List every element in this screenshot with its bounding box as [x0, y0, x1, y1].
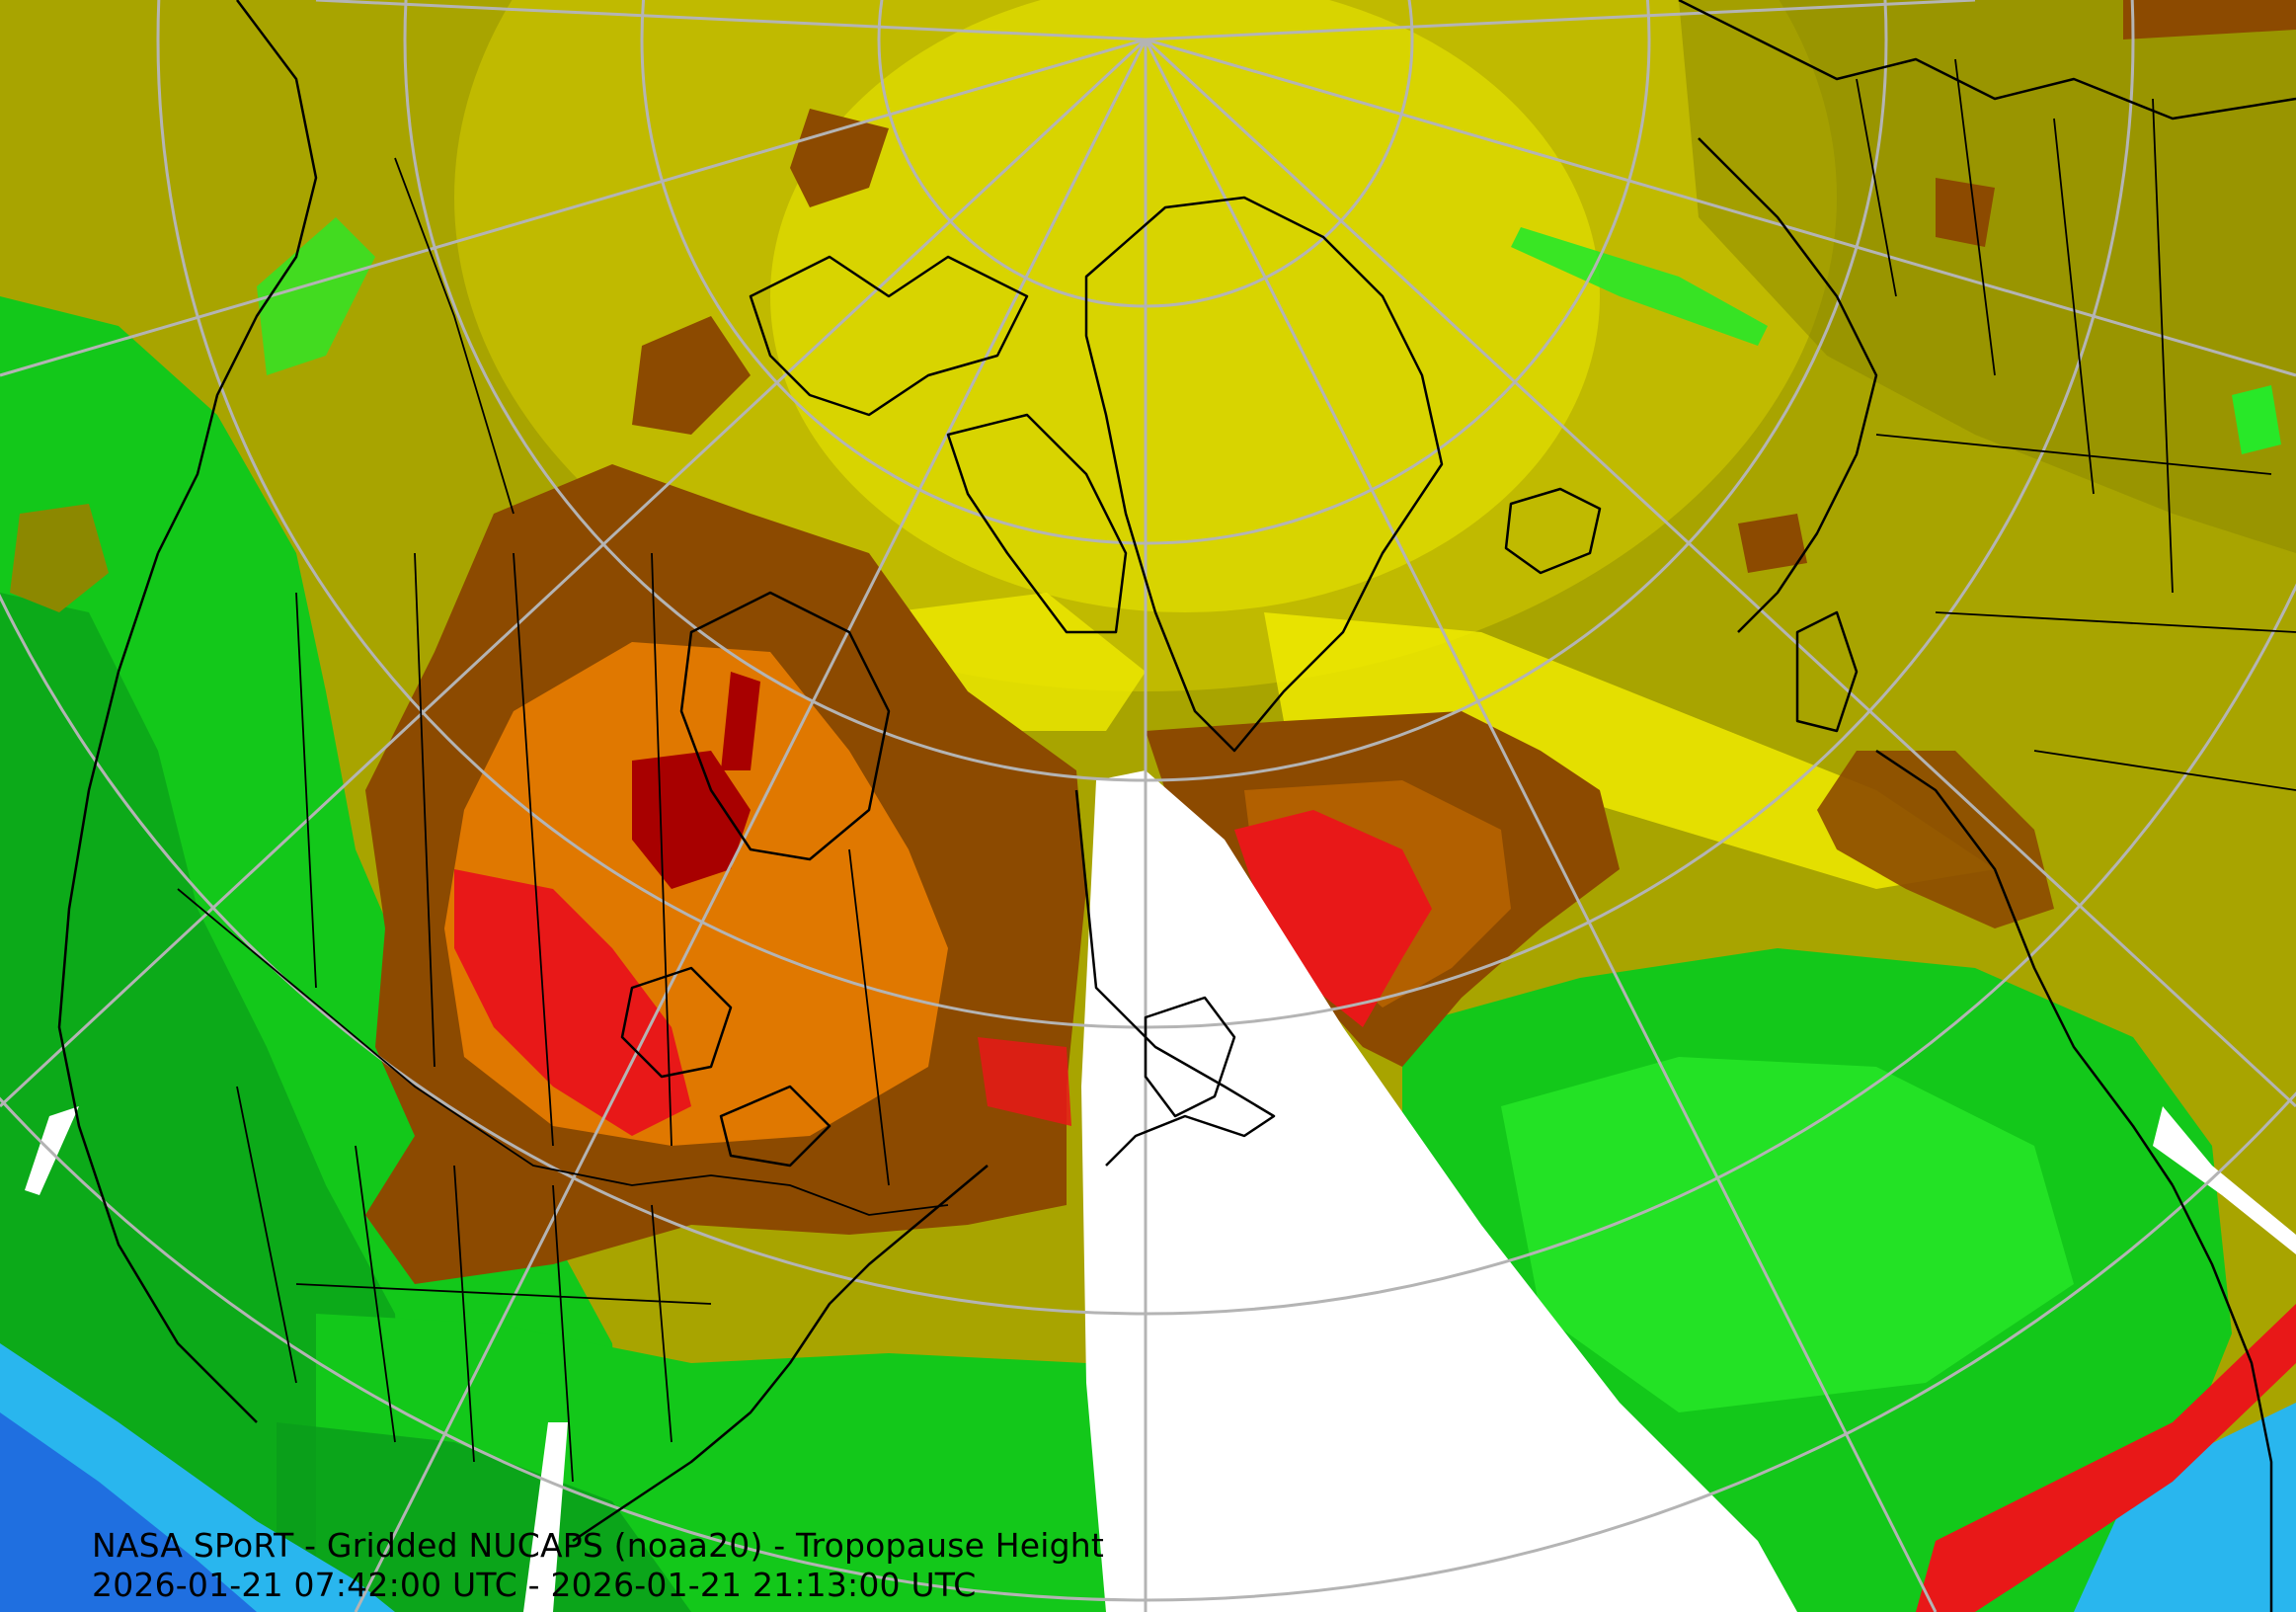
meridian-30e	[354, 39, 1148, 1612]
north-atlantic-yellow	[1264, 612, 1995, 889]
europe-olive	[1679, 0, 2296, 553]
alaska-canada-border	[394, 157, 515, 515]
europe-borders	[1856, 58, 2296, 791]
great-lakes	[620, 966, 831, 1168]
meridian-90w	[0, 38, 1147, 377]
gulf-deep-blue-region	[0, 1412, 257, 1612]
canada-us-border	[177, 888, 949, 1216]
province-borders	[295, 552, 890, 1186]
russia-green-streak	[1511, 227, 1768, 346]
arctic-bright-yellow	[770, 0, 1600, 612]
scandinavia-brown-patch	[1738, 514, 1807, 573]
alaska-coast	[156, 0, 318, 554]
arctic-brown-streak-1	[790, 109, 889, 207]
meridian-30w	[1144, 39, 1938, 1612]
africa-northwest-coast	[2171, 1184, 2273, 1612]
west-olive-patch	[10, 504, 109, 612]
atlantic-bright-green	[1501, 1057, 2074, 1412]
atlantic-red-plume	[1234, 810, 1432, 1027]
no-data-swath	[1081, 770, 1797, 1612]
great-lakes-red-region	[454, 869, 691, 1136]
scandinavia-coast	[1698, 137, 1878, 633]
no-data-sliver-east	[2153, 1106, 2296, 1254]
hudson-bay-outline	[679, 591, 891, 861]
meridian-60e	[0, 38, 1148, 1108]
central-dark-red-streak	[721, 672, 760, 770]
map-title-caption: NASA SPoRT - Gridded NUCAPS (noaa20) - T…	[92, 1526, 1105, 1565]
map-time-range-caption: 2026-01-21 07:42:00 UTC - 2026-01-21 21:…	[92, 1566, 977, 1604]
baffin-island	[946, 413, 1128, 634]
coastlines	[57, 0, 2296, 1612]
iceland-outline	[1504, 487, 1602, 575]
north-america-east-coast	[572, 1165, 989, 1543]
russia-brown-patch	[1936, 178, 1995, 247]
meridian-60w	[1144, 38, 2296, 1108]
political-boundaries	[177, 58, 2296, 1483]
east-atlantic-brown	[1817, 751, 2054, 928]
arctic-brown-streak-2	[632, 316, 751, 435]
meridian-120e	[1145, 0, 1976, 41]
top-right-brown-patch	[2123, 0, 2296, 40]
north-america-pacific-coast	[57, 552, 258, 1423]
meridian-90e	[1145, 38, 2296, 377]
africa-red-band	[1916, 1304, 2296, 1612]
labrador-outline	[1074, 789, 1276, 1167]
british-isles	[1795, 610, 1859, 733]
greenland-outline	[1084, 196, 1444, 753]
ural-green-speck	[2232, 385, 2281, 454]
us-state-borders	[236, 1086, 712, 1483]
no-data-sliver-south	[523, 1422, 568, 1612]
africa-blue-region	[2074, 1403, 2296, 1612]
canadian-archipelago	[749, 255, 1029, 417]
newfoundland-outline	[1144, 996, 1236, 1118]
meridian-120w	[315, 0, 1147, 41]
europe-west-coast	[1875, 749, 2175, 1186]
russia-arctic-coast	[1678, 0, 2296, 121]
atlantic-canada-red	[978, 1037, 1071, 1126]
alaska-green-strip	[257, 217, 375, 375]
